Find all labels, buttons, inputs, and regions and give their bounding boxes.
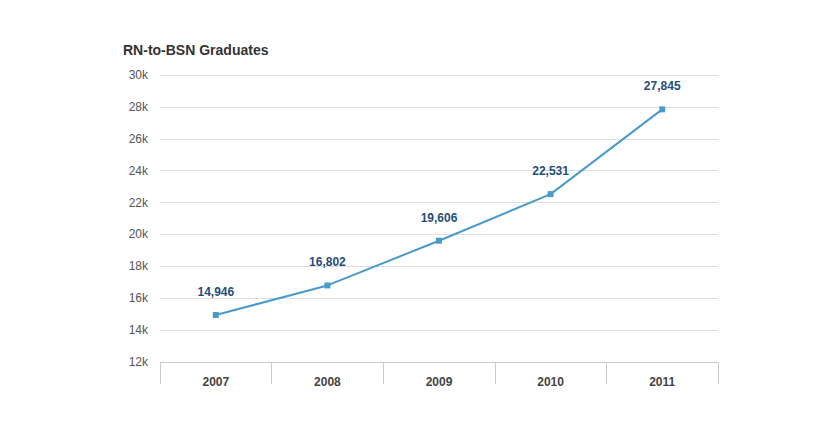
svg-text:22k: 22k [129, 196, 149, 210]
svg-text:27,845: 27,845 [644, 79, 681, 93]
svg-text:16k: 16k [129, 291, 149, 305]
svg-text:2008: 2008 [314, 375, 341, 389]
svg-text:2009: 2009 [426, 375, 453, 389]
svg-text:16,802: 16,802 [309, 255, 346, 269]
svg-text:24k: 24k [129, 164, 149, 178]
svg-text:20k: 20k [129, 227, 149, 241]
svg-text:14,946: 14,946 [197, 285, 234, 299]
svg-text:12k: 12k [129, 355, 149, 369]
svg-text:22,531: 22,531 [532, 164, 569, 178]
svg-text:30k: 30k [129, 68, 149, 82]
svg-text:2011: 2011 [649, 375, 675, 389]
svg-text:RN-to-BSN Graduates: RN-to-BSN Graduates [123, 42, 269, 58]
svg-text:18k: 18k [129, 259, 149, 273]
svg-text:28k: 28k [129, 100, 149, 114]
svg-text:14k: 14k [129, 323, 149, 337]
svg-text:19,606: 19,606 [421, 211, 458, 225]
svg-text:2010: 2010 [537, 375, 564, 389]
svg-text:2007: 2007 [202, 375, 229, 389]
svg-text:26k: 26k [129, 132, 149, 146]
